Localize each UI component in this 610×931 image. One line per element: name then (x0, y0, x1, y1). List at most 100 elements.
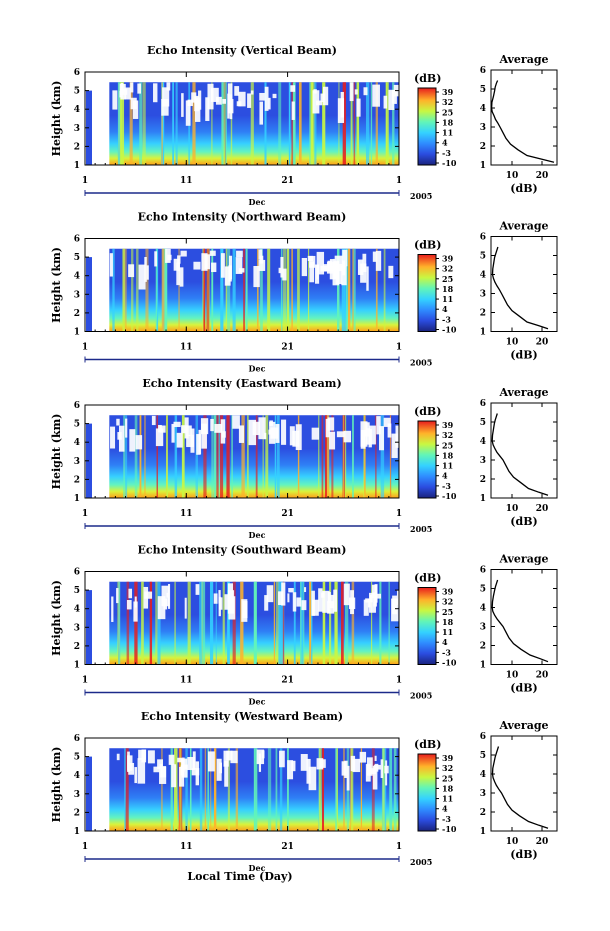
year-label: 2005 (410, 191, 432, 201)
heatmap-streak (123, 248, 127, 332)
heatmap-missing (184, 597, 187, 619)
heatmap-missing (162, 87, 170, 107)
y-tick-label: 3 (74, 623, 80, 633)
y-tick-label: 1 (74, 494, 80, 504)
heatmap-missing (346, 765, 350, 791)
heatmap-streak (303, 581, 305, 665)
heatmap-missing (365, 764, 371, 782)
y-tick-label: 6 (74, 734, 80, 744)
heatmap-missing (207, 751, 215, 772)
heatmap-missing (327, 417, 335, 431)
colorbar-unit: (dB) (414, 572, 441, 585)
average-profile-line (491, 413, 549, 496)
colorbar-tick-label: 39 (442, 420, 454, 430)
heatmap-streak (241, 415, 245, 498)
heatmap-missing (207, 83, 214, 110)
heatmap-missing (191, 92, 197, 103)
heatmap-missing (210, 87, 219, 102)
heatmap-missing (137, 758, 146, 784)
heatmap-missing (316, 251, 325, 275)
y-tick-label: 2 (74, 808, 80, 818)
heatmap-missing (110, 426, 116, 449)
y-tick-label: 5 (74, 753, 80, 763)
heatmap-missing (186, 434, 195, 448)
average-title: Average (498, 386, 548, 399)
heatmap-streak (267, 748, 272, 831)
x-tick-label: 1 (396, 676, 402, 686)
heatmap-missing (306, 758, 311, 784)
panel-1: Echo Intensity (Vertical Beam) 1 2 3 4 5 6 Heig… (50, 44, 558, 207)
heatmap-missing (291, 101, 295, 120)
x-tick-label: 1 (82, 676, 88, 686)
heatmap-missing (129, 429, 136, 452)
heatmap-streak (224, 82, 227, 165)
heatmap-missing (193, 261, 201, 270)
average-y-tick-label: 4 (480, 437, 486, 447)
x-tick-label: 21 (281, 509, 294, 519)
panel-5: Echo Intensity (Westward Beam) 1 2 3 4 5 6 Heig… (50, 710, 558, 873)
heatmap-streak (211, 415, 214, 498)
heatmap-missing (348, 597, 356, 610)
heatmap-streak (209, 581, 214, 665)
heatmap-missing (366, 266, 369, 291)
heatmap-streak (144, 415, 146, 498)
heatmap-streak (179, 748, 181, 831)
colorbar-tick-label: 32 (442, 97, 453, 107)
heatmap-missing (180, 250, 187, 257)
heatmap-missing (281, 419, 287, 445)
y-axis-label: Height (km) (50, 414, 63, 490)
x-tick-label: 21 (281, 676, 294, 686)
average-profile-line (491, 579, 549, 663)
y-tick-label: 5 (74, 87, 80, 97)
heatmap-missing (181, 757, 185, 772)
heatmap-streak (192, 82, 196, 165)
heatmap-streak (278, 82, 282, 165)
heatmap-streak (265, 415, 269, 498)
heatmap-missing (192, 751, 196, 770)
average-profile-line (490, 80, 555, 163)
heatmap-streak (178, 248, 180, 332)
y-tick-label: 5 (74, 253, 80, 263)
heatmap-missing (248, 419, 257, 446)
heatmap-missing (335, 263, 343, 285)
heatmap-missing (282, 268, 287, 281)
heatmap-missing (138, 264, 146, 290)
heatmap-missing (250, 90, 254, 95)
heatmap-streak (187, 581, 191, 665)
heatmap-missing (374, 584, 378, 603)
heatmap-streak (129, 82, 133, 165)
heatmap-missing (342, 249, 348, 267)
heatmap-streak (322, 82, 326, 165)
heatmap-missing (308, 766, 317, 791)
heatmap (86, 248, 399, 332)
heatmap-streak (124, 748, 126, 831)
heatmap-streak (243, 248, 245, 332)
heatmap-streak (389, 415, 391, 498)
heatmap-streak (247, 415, 249, 498)
heatmap-missing (371, 584, 378, 599)
heatmap-missing (227, 83, 233, 106)
average-frame (490, 735, 558, 832)
heatmap-streak (328, 581, 332, 665)
x-tick-label: 1 (82, 509, 88, 519)
heatmap-missing (165, 248, 171, 263)
heatmap-streak (352, 248, 354, 332)
average-profile-line (491, 246, 549, 330)
heatmap-missing (181, 93, 184, 117)
heatmap-streak (331, 415, 334, 498)
colorbar-tick-label: 25 (442, 440, 453, 450)
heatmap-missing (198, 90, 202, 110)
heatmap-missing (287, 760, 294, 780)
colorbar-tick-label: 18 (442, 450, 454, 460)
heatmap-missing (218, 597, 223, 610)
heatmap-streak (342, 82, 346, 165)
heatmap-missing (387, 423, 392, 438)
y-tick-label: 6 (74, 235, 80, 245)
heatmap-missing (256, 749, 265, 765)
heatmap-streak (226, 415, 230, 498)
heatmap-missing (132, 100, 139, 119)
heatmap-streak (136, 248, 139, 332)
average-title: Average (498, 553, 548, 566)
y-tick-label: 6 (74, 401, 80, 411)
heatmap-streak (221, 248, 224, 332)
